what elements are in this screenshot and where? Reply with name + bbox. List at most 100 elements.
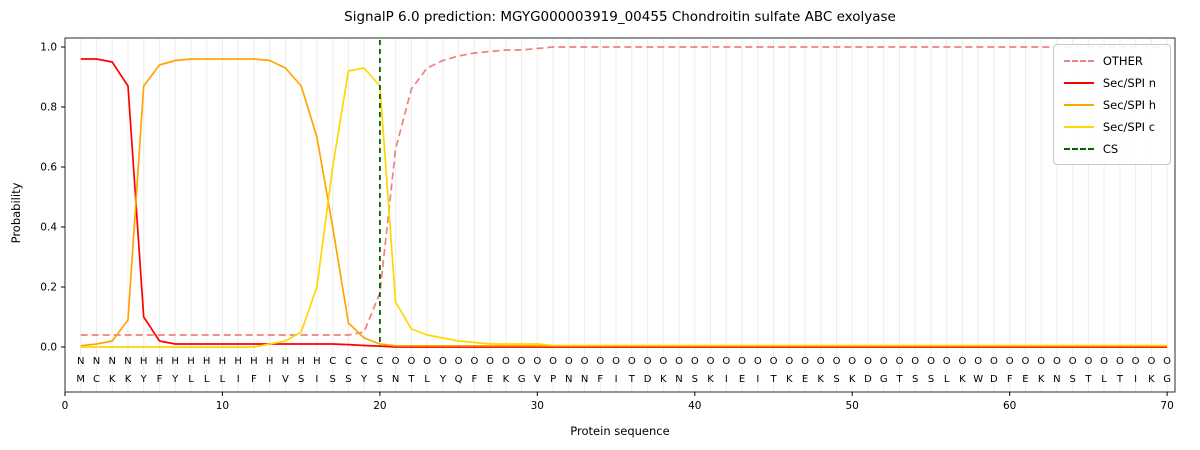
- series-line-other: [80, 46, 1168, 336]
- region-label: O: [659, 356, 667, 367]
- sequence-letter: K: [707, 374, 714, 385]
- region-label: O: [1069, 356, 1077, 367]
- region-label: H: [219, 356, 227, 367]
- legend-item-other: OTHER: [1063, 53, 1156, 68]
- series-line-sec-spi-c: [80, 67, 1168, 348]
- region-label: O: [770, 356, 778, 367]
- region-label: O: [1132, 356, 1140, 367]
- sequence-letter: E: [802, 374, 808, 385]
- sequence-letter: K: [817, 374, 824, 385]
- legend-item-sec-spi-c: Sec/SPI c: [1063, 119, 1156, 134]
- region-label: C: [376, 356, 383, 367]
- sequence-letter: K: [125, 374, 132, 385]
- x-tick-label: 40: [688, 400, 701, 412]
- region-label: O: [549, 356, 557, 367]
- region-label: O: [738, 356, 746, 367]
- region-label: N: [108, 356, 115, 367]
- y-tick-label: 0.8: [40, 102, 57, 114]
- region-label: H: [187, 356, 195, 367]
- region-label: O: [896, 356, 904, 367]
- sequence-letter: F: [157, 374, 163, 385]
- y-tick-label: 0.6: [40, 162, 57, 174]
- region-label: H: [282, 356, 290, 367]
- sequence-letter: W: [973, 374, 983, 385]
- sequence-letter: V: [282, 374, 289, 385]
- sequence-letter: S: [912, 374, 918, 385]
- sequence-letter: T: [769, 374, 777, 385]
- sequence-letter: G: [1163, 374, 1171, 385]
- sequence-letter: T: [628, 374, 636, 385]
- region-label: O: [628, 356, 636, 367]
- sequence-letter: G: [880, 374, 888, 385]
- sequence-letter: T: [895, 374, 903, 385]
- sequence-letter: N: [1053, 374, 1060, 385]
- sequence-letter: F: [1007, 374, 1013, 385]
- sequence-letter: D: [644, 374, 652, 385]
- region-label: O: [455, 356, 463, 367]
- region-label: O: [486, 356, 494, 367]
- region-label: O: [801, 356, 809, 367]
- region-label: O: [392, 356, 400, 367]
- legend-swatch-sec-spi-h: [1063, 103, 1094, 106]
- sequence-letter: L: [188, 374, 194, 385]
- series-line-sec-spi-h: [80, 58, 1168, 347]
- region-label: C: [329, 356, 336, 367]
- sequence-letter: D: [990, 374, 998, 385]
- region-label: O: [817, 356, 825, 367]
- region-label: O: [533, 356, 541, 367]
- sequence-letter: L: [424, 374, 430, 385]
- sequence-letter: G: [518, 374, 526, 385]
- sequence-letter: S: [692, 374, 698, 385]
- sequence-letter: E: [487, 374, 493, 385]
- region-label: N: [93, 356, 100, 367]
- region-label: O: [864, 356, 872, 367]
- region-label: H: [234, 356, 242, 367]
- region-label: O: [596, 356, 604, 367]
- sequence-letter: K: [1038, 374, 1045, 385]
- region-label: C: [345, 356, 352, 367]
- region-label: O: [722, 356, 730, 367]
- sequence-letter: T: [1116, 374, 1124, 385]
- sequence-letter: I: [615, 374, 618, 385]
- sequence-letter: F: [597, 374, 603, 385]
- x-tick-label: 50: [846, 400, 859, 412]
- series-line-sec-spi-n: [80, 58, 1168, 348]
- legend-label-sec-spi-n: Sec/SPI n: [1102, 75, 1156, 90]
- legend-swatch-sec-spi-n: [1063, 81, 1094, 84]
- region-label: O: [581, 356, 589, 367]
- region-label: O: [1037, 356, 1045, 367]
- y-tick-label: 0.2: [40, 282, 57, 294]
- region-label: O: [880, 356, 888, 367]
- sequence-letter: P: [550, 374, 556, 385]
- region-label: H: [266, 356, 274, 367]
- region-label: O: [423, 356, 431, 367]
- region-label: O: [833, 356, 841, 367]
- sequence-letter: K: [109, 374, 116, 385]
- region-label: H: [156, 356, 164, 367]
- region-label: H: [203, 356, 211, 367]
- sequence-letter: S: [330, 374, 336, 385]
- region-label: H: [297, 356, 305, 367]
- region-label: O: [407, 356, 415, 367]
- sequence-letter: S: [1070, 374, 1076, 385]
- sequence-letter: I: [268, 374, 271, 385]
- sequence-letter: S: [833, 374, 839, 385]
- sequence-letter: T: [1084, 374, 1092, 385]
- sequence-letter: F: [251, 374, 257, 385]
- sequence-letter: S: [298, 374, 304, 385]
- sequence-letter: I: [237, 374, 240, 385]
- region-label: C: [361, 356, 368, 367]
- y-tick-label: 0.4: [40, 222, 57, 234]
- sequence-letter: E: [1022, 374, 1028, 385]
- sequence-letter: K: [959, 374, 966, 385]
- x-axis-label: Protein sequence: [570, 424, 670, 438]
- sequence-letter: T: [407, 374, 415, 385]
- legend-item-sec-spi-n: Sec/SPI n: [1063, 75, 1156, 90]
- plot-frame: [64, 37, 1176, 393]
- legend-item-cs: CS: [1063, 141, 1156, 156]
- sequence-letter: D: [864, 374, 872, 385]
- sequence-letter: K: [849, 374, 856, 385]
- region-label: O: [785, 356, 793, 367]
- sequence-letter: I: [725, 374, 728, 385]
- region-label: H: [250, 356, 258, 367]
